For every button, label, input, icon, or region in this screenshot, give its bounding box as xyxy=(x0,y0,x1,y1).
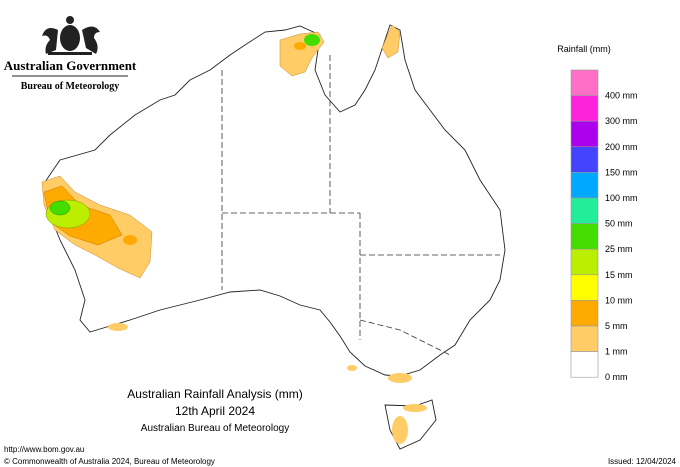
map-date: 12th April 2024 xyxy=(175,404,255,418)
legend-label: 0 mm xyxy=(605,372,628,382)
rain-area xyxy=(123,235,137,245)
legend-label: 15 mm xyxy=(605,270,633,280)
legend: 400 mm 300 mm 200 mm 150 mm 100 mm 50 mm 25 mm… xyxy=(570,69,638,382)
map-source: Australian Bureau of Meteorology xyxy=(141,423,289,434)
legend-label: 100 mm xyxy=(605,193,638,203)
legend-label: 150 mm xyxy=(605,167,638,177)
rain-area xyxy=(403,404,427,412)
legend-swatch xyxy=(570,325,599,352)
legend-swatch xyxy=(570,351,599,378)
government-name: Australian Government xyxy=(4,58,137,73)
footer-issued: Issued: 12/04/2024 xyxy=(608,457,677,466)
rain-area xyxy=(49,200,71,216)
legend-swatch xyxy=(570,95,599,122)
rain-area xyxy=(108,323,128,331)
legend-label: 25 mm xyxy=(605,244,633,254)
legend-label: 50 mm xyxy=(605,219,633,229)
legend-label: 1 mm xyxy=(605,347,628,357)
legend-swatch xyxy=(570,248,599,276)
legend-swatch xyxy=(570,172,599,199)
rain-area xyxy=(294,42,306,50)
legend-label: 200 mm xyxy=(605,142,638,152)
rain-area xyxy=(347,365,357,371)
legend-label: 300 mm xyxy=(605,116,638,126)
rain-area xyxy=(388,373,412,383)
legend-label: 10 mm xyxy=(605,295,633,305)
australia-map xyxy=(41,24,506,450)
legend-swatch xyxy=(570,223,599,250)
legend-swatch xyxy=(570,300,599,327)
map-title: Australian Rainfall Analysis (mm) xyxy=(127,387,302,401)
legend-title: Rainfall (mm) xyxy=(557,44,611,54)
rain-area xyxy=(392,416,408,444)
legend-swatch xyxy=(570,146,599,173)
footer-url: http://www.bom.gov.au xyxy=(4,445,84,454)
state-border xyxy=(359,319,451,356)
coat-of-arms xyxy=(42,16,100,55)
legend-label: 5 mm xyxy=(605,321,628,331)
agency-name: Bureau of Meteorology xyxy=(21,81,120,92)
legend-swatch xyxy=(570,69,599,96)
legend-label: 400 mm xyxy=(605,91,638,101)
rain-area xyxy=(381,24,401,59)
legend-swatch xyxy=(570,120,599,148)
footer-copyright: © Commonwealth of Australia 2024, Bureau… xyxy=(4,457,215,466)
legend-swatch xyxy=(570,274,599,301)
legend-swatch xyxy=(570,197,599,224)
rain-area xyxy=(304,34,320,46)
mainland xyxy=(44,24,506,377)
